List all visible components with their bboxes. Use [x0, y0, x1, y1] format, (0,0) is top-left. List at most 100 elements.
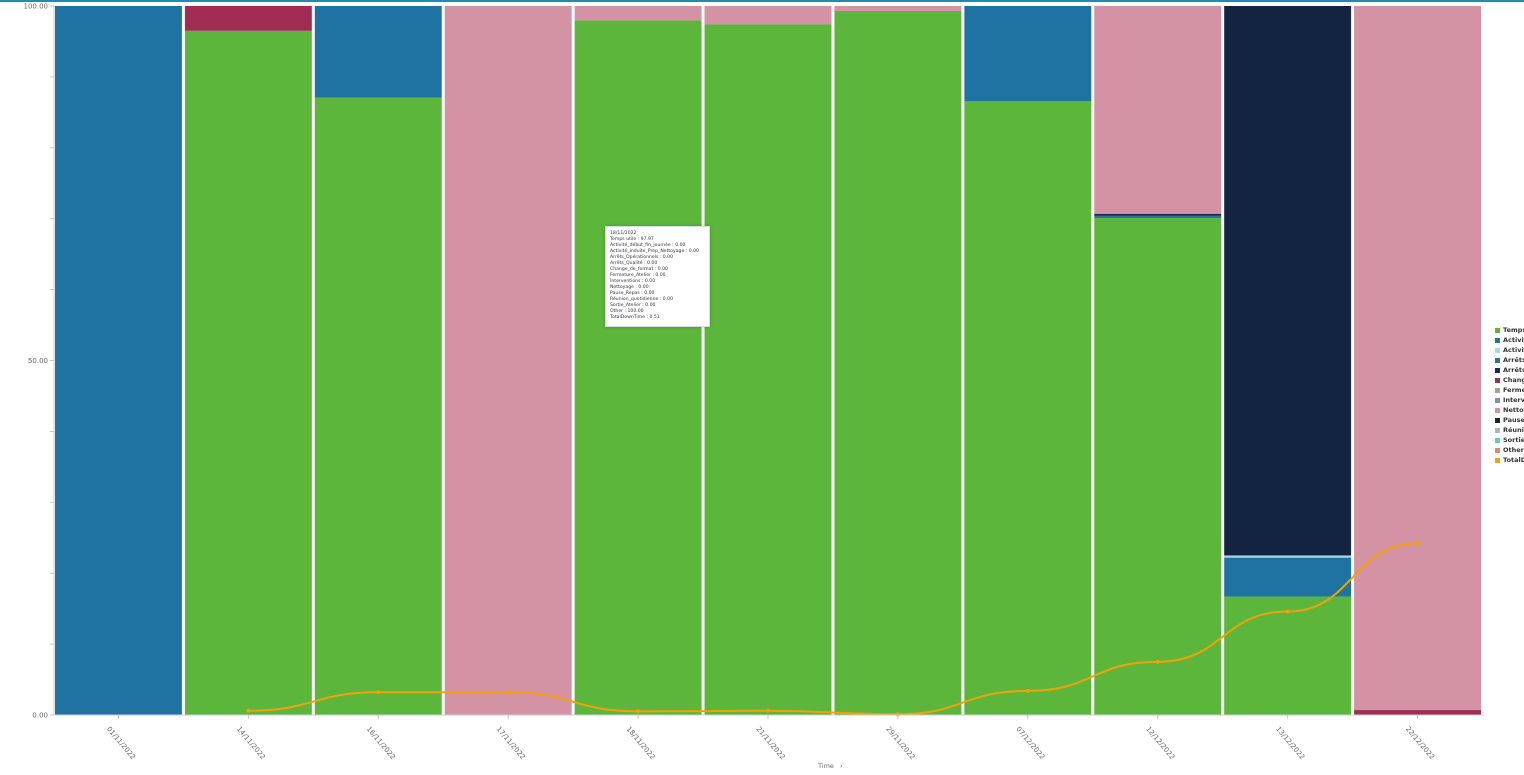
x-tick-label: 13/12/2022 [1274, 725, 1306, 761]
legend-item[interactable]: Réunio [1495, 425, 1524, 435]
x-tick-label: 18/11/2022 [625, 725, 657, 761]
legend-swatch [1495, 377, 1500, 383]
line-path [248, 542, 1418, 716]
bar-segment[interactable] [184, 6, 312, 31]
bar-segment[interactable] [314, 6, 442, 98]
legend-item[interactable]: Sortie [1495, 435, 1524, 445]
bar-stack[interactable] [55, 6, 182, 715]
bar-segment[interactable] [1224, 555, 1352, 558]
line-point[interactable] [376, 690, 381, 695]
legend-item[interactable]: Pause [1495, 415, 1524, 425]
bar-segment[interactable] [1224, 596, 1352, 715]
bar-segment[interactable] [574, 6, 702, 21]
bar-segment[interactable] [834, 10, 962, 715]
bar-segment[interactable] [964, 6, 1092, 102]
legend-label: Temps [1503, 326, 1524, 334]
legend-label: Nettoy [1503, 406, 1524, 414]
chevron-right-icon: › [840, 762, 843, 770]
tooltip-line: 18/11/2022 [610, 231, 637, 236]
y-tick-label: 100.00 [24, 3, 49, 11]
y-tick-label: 0.00 [32, 712, 48, 720]
chart-legend[interactable]: Temps Activit Activit Arrêts Arrêts Chang Ferm… [1495, 325, 1524, 465]
legend-label: Pause [1503, 416, 1524, 424]
bar-stack[interactable] [834, 6, 962, 715]
legend-swatch [1495, 327, 1500, 333]
x-tick-label: 21/11/2022 [754, 725, 786, 761]
legend-swatch [1495, 337, 1500, 343]
tooltip-line: Réunion_quotidienne : 0.00 [610, 297, 674, 302]
bar-segment[interactable] [314, 97, 442, 715]
tooltip-line: Temps utile : 97.97 [610, 237, 654, 242]
tooltip-line: Nettoyage : 0.00 [610, 285, 649, 290]
legend-label: Arrêts [1503, 366, 1524, 374]
line-point[interactable] [1155, 659, 1160, 664]
line-point[interactable] [246, 708, 251, 713]
bar-segment[interactable] [834, 6, 962, 11]
bar-segment[interactable] [1224, 6, 1352, 556]
legend-item[interactable]: Interv [1495, 395, 1524, 405]
legend-item[interactable]: Ferme [1495, 385, 1524, 395]
bar-stack[interactable] [964, 6, 1092, 716]
legend-item[interactable]: Chang [1495, 375, 1524, 385]
bar-stack[interactable] [444, 6, 572, 715]
bar-segment[interactable] [704, 6, 832, 25]
bar-segment[interactable] [704, 24, 832, 715]
tooltip-line: Pause_Repas : 0.00 [610, 291, 655, 296]
x-axis: 01/11/2022 14/11/2022 16/11/2022 17/11/2022… [54, 714, 1484, 761]
legend-item[interactable]: Nettoy [1495, 405, 1524, 415]
bar-segment[interactable] [184, 30, 312, 715]
x-tick-label: 29/11/2022 [884, 725, 916, 761]
bar-stack[interactable] [574, 6, 702, 715]
line-point[interactable] [506, 690, 511, 695]
bar-segment[interactable] [964, 101, 1092, 716]
line-point[interactable] [766, 708, 770, 713]
bar-segment[interactable] [1354, 6, 1481, 711]
legend-label: Réunio [1503, 426, 1524, 434]
line-point[interactable] [1285, 609, 1290, 614]
legend-item[interactable]: Activit [1495, 345, 1524, 355]
x-tick-label: 01/11/2022 [105, 725, 137, 761]
bar-segment[interactable] [1354, 710, 1481, 715]
bar-stack[interactable] [1354, 6, 1481, 715]
legend-item[interactable]: Other [1495, 445, 1524, 455]
bar-segment[interactable] [1094, 215, 1222, 218]
bar-stack[interactable] [184, 6, 312, 715]
bar-stack[interactable] [314, 6, 442, 715]
line-point[interactable] [1415, 541, 1420, 546]
bars-layer[interactable] [55, 6, 1481, 716]
bar-segment[interactable] [55, 6, 182, 715]
x-tick-label: 17/11/2022 [495, 725, 527, 761]
bar-segment[interactable] [1094, 6, 1222, 214]
legend-swatch [1495, 347, 1500, 353]
bar-segment[interactable] [444, 6, 572, 715]
legend-item[interactable]: Arrêts [1495, 355, 1524, 365]
line-point[interactable] [636, 709, 641, 714]
x-tick-label: 14/11/2022 [235, 725, 267, 761]
line-point[interactable] [1025, 688, 1030, 693]
legend-swatch [1495, 417, 1500, 423]
legend-item[interactable]: TotalD [1495, 455, 1524, 465]
bar-stack[interactable] [1094, 6, 1222, 715]
bar-segment[interactable] [1094, 217, 1222, 715]
bar-segment[interactable] [574, 20, 702, 715]
legend-swatch [1495, 457, 1500, 463]
legend-swatch [1495, 407, 1500, 413]
bar-segment[interactable] [1224, 557, 1352, 597]
bar-stack[interactable] [1224, 6, 1352, 715]
tooltip-line: Interventions : 0.00 [610, 279, 656, 284]
legend-swatch [1495, 357, 1500, 363]
x-axis-title-text: Time [818, 762, 834, 770]
bar-stack[interactable] [704, 6, 832, 715]
legend-item[interactable]: Temps [1495, 325, 1524, 335]
legend-item[interactable]: Activit [1495, 335, 1524, 345]
x-tick-label: 12/12/2022 [1144, 725, 1176, 761]
tooltip-line: Other : 100.00 [610, 309, 644, 314]
bar-segment[interactable] [1094, 213, 1222, 216]
x-axis-title[interactable]: Time › [818, 762, 843, 770]
x-tick-label: 22/12/2022 [1404, 725, 1436, 761]
x-tick-label: 16/11/2022 [365, 725, 397, 761]
tooltip-line: TotalDownTime : 0.51 [610, 315, 660, 320]
tooltip-line: Arrêts_Opérationnels : 0.00 [610, 255, 674, 260]
legend-item[interactable]: Arrêts [1495, 365, 1524, 375]
